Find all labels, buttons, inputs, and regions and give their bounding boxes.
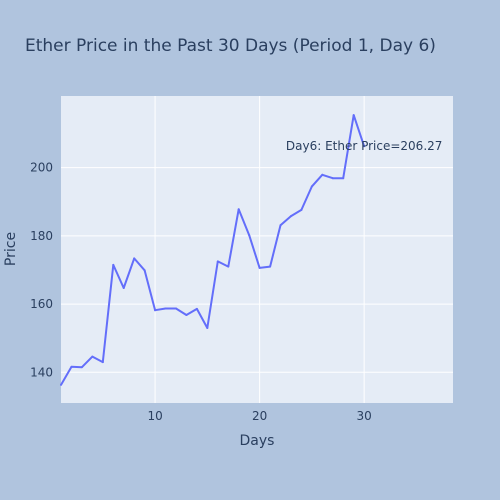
x-tick-label: 20 [252,409,267,423]
data-point [300,208,303,211]
y-axis-label: Price [3,232,19,266]
data-point [227,265,230,268]
data-point [352,114,355,117]
plot-area [61,96,453,403]
data-point [101,361,104,364]
data-point [195,307,198,310]
y-tick-label: 140 [30,365,53,379]
chart-title: Ether Price in the Past 30 Days (Period … [25,36,436,56]
data-point [206,326,209,329]
data-point [122,287,125,290]
data-point [60,383,62,386]
data-point [143,269,146,272]
y-tick-label: 160 [30,297,53,311]
data-point [91,355,94,358]
x-tick-label: 30 [357,409,372,423]
data-point [342,177,345,180]
data-point [248,234,251,237]
data-point [133,257,136,260]
series-line [60,114,366,386]
tick-labels: 10 20 30 140 160 180 200 [30,161,372,423]
data-point [185,313,188,316]
data-point [70,365,73,368]
x-axis-label: Days [240,433,275,449]
x-tick-label: 10 [147,409,162,423]
annotation-label: Day6: Ether Price=206.27 [286,139,443,153]
data-point [269,265,272,268]
data-point [279,224,282,227]
data-point [216,260,219,263]
data-point [154,309,157,312]
data-point [289,215,292,218]
y-tick-label: 180 [30,229,53,243]
data-point [164,307,167,310]
y-tick-label: 200 [30,161,53,175]
data-point [363,145,366,148]
data-point [112,263,115,266]
data-point [310,185,313,188]
data-point [80,366,83,369]
series-layer [60,114,366,386]
data-point [321,173,324,176]
data-point [258,266,261,269]
data-point [174,307,177,310]
data-point [237,208,240,211]
data-point [331,177,334,180]
